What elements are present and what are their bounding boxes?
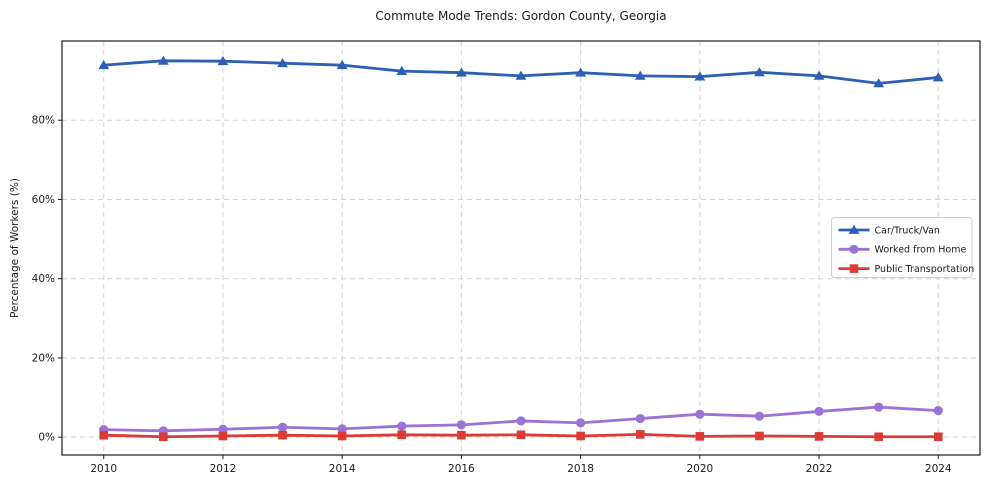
marker-car-truck-van xyxy=(932,72,944,82)
marker-public-transportation xyxy=(874,432,883,442)
x-tick-label: 2022 xyxy=(806,463,833,475)
marker-car-truck-van xyxy=(217,56,229,66)
marker-car-truck-van xyxy=(277,57,288,68)
marker-worked-from-home xyxy=(635,413,645,424)
legend-marker-circle xyxy=(849,244,859,254)
x-tick-label: 2016 xyxy=(448,463,475,475)
marker-worked-from-home xyxy=(933,406,943,416)
marker-public-transportation xyxy=(397,430,407,440)
marker-public-transportation xyxy=(695,432,705,441)
marker-public-transportation xyxy=(814,432,824,441)
marker-car-truck-van xyxy=(634,70,646,80)
legend-marker-square xyxy=(849,264,859,273)
marker-worked-from-home xyxy=(874,402,884,412)
legend-box xyxy=(831,217,973,278)
x-tick-label: 2010 xyxy=(90,463,117,475)
chart-title: Commute Mode Trends: Gordon County, Geor… xyxy=(375,9,666,23)
y-tick-label: 0% xyxy=(38,432,55,444)
marker-worked-from-home xyxy=(814,406,824,417)
marker-public-transportation xyxy=(218,431,228,441)
legend-item-public-transportation: Public Transportation xyxy=(838,264,975,275)
marker-worked-from-home xyxy=(277,422,288,432)
x-tick-label: 2012 xyxy=(210,463,237,475)
y-tick-label: 20% xyxy=(32,352,55,364)
marker-car-truck-van xyxy=(873,78,885,88)
marker-public-transportation xyxy=(337,431,347,441)
legend: Car/Truck/Van Worked from Home Public Tran… xyxy=(831,217,975,278)
marker-worked-from-home xyxy=(218,424,228,434)
marker-public-transportation xyxy=(99,430,109,440)
marker-car-truck-van xyxy=(455,67,467,77)
legend-item-worked-from-home: Worked from Home xyxy=(838,244,967,256)
y-axis-label: Percentage of Workers (%) xyxy=(9,178,21,318)
axes-layer: 2010 2012 2014 2016 2018 2020 2022 2024 0% 20% 40%… xyxy=(32,40,981,475)
marker-worked-from-home xyxy=(337,424,347,434)
marker-public-transportation xyxy=(755,431,764,441)
marker-car-truck-van xyxy=(98,59,110,70)
legend-item-car-truck-van: Car/Truck/Van xyxy=(838,224,940,236)
legend-label: Worked from Home xyxy=(875,245,967,256)
marker-car-truck-van xyxy=(754,67,765,77)
marker-public-transportation xyxy=(933,432,943,442)
marker-worked-from-home xyxy=(695,409,705,419)
marker-worked-from-home xyxy=(516,416,526,426)
plot-border xyxy=(61,40,981,456)
marker-worked-from-home xyxy=(397,421,407,431)
marker-public-transportation xyxy=(635,430,645,439)
marker-public-transportation xyxy=(457,430,466,440)
marker-public-transportation xyxy=(278,430,287,440)
y-tick-label: 60% xyxy=(32,194,55,206)
marker-public-transportation xyxy=(576,431,585,441)
marker-car-truck-van xyxy=(396,65,408,76)
legend-label: Car/Truck/Van xyxy=(875,225,940,236)
marker-car-truck-van xyxy=(694,71,706,81)
marker-worked-from-home xyxy=(456,420,466,430)
x-tick-label: 2018 xyxy=(567,463,594,475)
x-tick-label: 2020 xyxy=(686,463,713,475)
marker-public-transportation xyxy=(516,430,526,440)
series-layer xyxy=(98,55,944,442)
y-tick-label: 80% xyxy=(32,115,55,127)
marker-car-truck-van xyxy=(813,70,825,80)
marker-car-truck-van xyxy=(157,55,169,65)
marker-car-truck-van xyxy=(336,59,348,70)
y-tick-label: 40% xyxy=(32,273,55,285)
marker-car-truck-van xyxy=(575,67,587,77)
marker-worked-from-home xyxy=(576,418,586,428)
marker-public-transportation xyxy=(159,432,168,442)
legend-label: Public Transportation xyxy=(875,264,975,275)
marker-car-truck-van xyxy=(515,70,527,80)
x-tick-label: 2024 xyxy=(925,463,952,475)
legend-marker-triangle xyxy=(848,224,860,234)
x-tick-label: 2014 xyxy=(329,463,356,475)
marker-worked-from-home xyxy=(754,411,765,421)
